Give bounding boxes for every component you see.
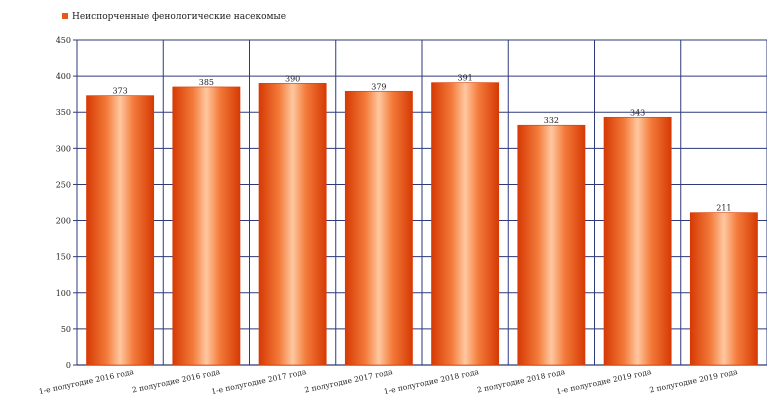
x-tick-label: 1-е полугодие 2017 года xyxy=(211,367,308,396)
y-tick-label: 100 xyxy=(56,289,71,298)
y-tick-label: 450 xyxy=(56,36,71,45)
y-axis-ticks: 0 50 100 150 200 250 300 350 400 450 xyxy=(56,36,77,370)
bar xyxy=(172,86,241,366)
bar xyxy=(603,116,672,366)
x-tick-label: 1-е полугодие 2018 года xyxy=(383,367,480,396)
value-labels: 373 385 390 379 391 332 343 211 xyxy=(112,74,731,213)
bar xyxy=(86,95,155,366)
x-tick-label: 1-е полугодие 2019 года xyxy=(556,367,653,396)
bar-value-label: 211 xyxy=(716,204,731,213)
bar xyxy=(689,212,758,366)
bar-value-label: 391 xyxy=(457,74,472,83)
bar-value-label: 332 xyxy=(544,116,559,125)
legend-label: Неиспорченные фенологические насекомые xyxy=(72,12,286,22)
bar xyxy=(431,82,500,366)
legend: Неиспорченные фенологические насекомые xyxy=(62,12,286,22)
bar-value-label: 343 xyxy=(630,108,645,117)
y-tick-label: 350 xyxy=(56,108,71,117)
bar xyxy=(344,90,413,366)
bar-value-label: 390 xyxy=(285,74,300,83)
x-tick-label: 2 полугодие 2019 года xyxy=(649,367,739,395)
x-tick-label: 2 полугодие 2017 года xyxy=(304,367,394,395)
y-tick-label: 50 xyxy=(61,325,71,334)
y-tick-label: 0 xyxy=(66,361,71,370)
bar xyxy=(517,124,586,366)
bar-value-label: 385 xyxy=(199,78,214,87)
y-tick-label: 400 xyxy=(56,72,71,81)
bar-value-label: 379 xyxy=(371,82,386,91)
bar xyxy=(258,83,327,366)
bar-value-label: 373 xyxy=(112,87,127,96)
x-tick-label: 1-е полугодие 2016 года xyxy=(38,367,135,396)
y-tick-label: 200 xyxy=(56,217,71,226)
legend-swatch xyxy=(62,13,68,19)
y-tick-label: 300 xyxy=(56,144,71,153)
y-tick-label: 250 xyxy=(56,180,71,189)
bars xyxy=(86,82,758,366)
x-tick-label: 2 полугодие 2018 года xyxy=(476,367,566,395)
y-tick-label: 150 xyxy=(56,253,71,262)
x-tick-label: 2 полугодие 2016 года xyxy=(131,367,221,395)
